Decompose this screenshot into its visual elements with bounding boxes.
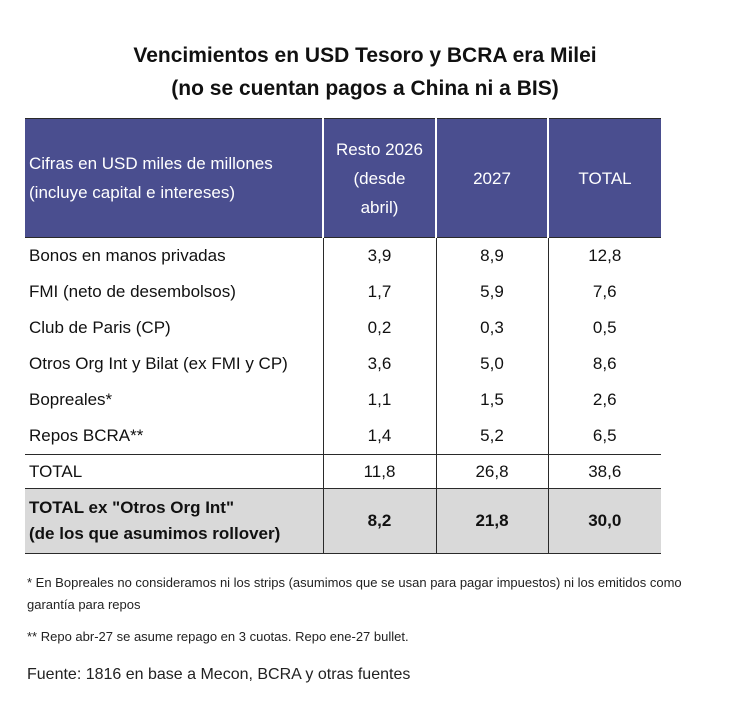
maturities-table: Cifras en USD miles de millones (incluye…: [25, 118, 661, 554]
cell-2026: 1,1: [322, 382, 437, 418]
cell-total: 0,5: [547, 310, 661, 346]
table-row: Otros Org Int y Bilat (ex FMI y CP) 3,6 …: [25, 346, 661, 382]
table-header-row: Cifras en USD miles de millones (incluye…: [25, 118, 661, 238]
table-row: FMI (neto de desembolsos) 1,7 5,9 7,6: [25, 274, 661, 310]
cell-2027: 8,9: [480, 246, 504, 265]
header-col-2026-line3: abril): [360, 197, 399, 217]
row-label: Bopreales*: [29, 390, 113, 409]
header-label-line1: Cifras en USD miles de millones: [29, 154, 273, 173]
cell-2026: 0,2: [322, 310, 437, 346]
total-2027: 26,8: [436, 454, 548, 489]
page-subtitle: (no se cuentan pagos a China ni a BIS): [171, 77, 559, 100]
header-col-2026-line1: Resto 2026: [336, 139, 423, 159]
header-label-cell: Cifras en USD miles de millones (incluye…: [25, 118, 323, 238]
row-label: Otros Org Int y Bilat (ex FMI y CP): [29, 354, 288, 373]
table-row: Bopreales* 1,1 1,5 2,6: [25, 382, 661, 418]
row-label: FMI (neto de desembolsos): [29, 282, 236, 301]
cell-total: 7,6: [547, 274, 661, 310]
cell-2027: 5,2: [480, 426, 504, 445]
cell-total: 6,5: [547, 418, 661, 455]
header-col-2027: 2027: [436, 118, 548, 238]
total-ex-total: 30,0: [547, 488, 661, 554]
total-ex-label-line1: TOTAL ex "Otros Org Int": [29, 498, 235, 517]
cell-2026: 3,9: [322, 237, 437, 274]
total-label: TOTAL: [25, 454, 323, 489]
total-total: 38,6: [547, 454, 661, 489]
page-title: Vencimientos en USD Tesoro y BCRA era Mi…: [133, 44, 597, 67]
source-note: Fuente: 1816 en base a Mecon, BCRA y otr…: [27, 666, 411, 683]
total-ex-2026: 8,2: [322, 488, 437, 554]
total-row: TOTAL 11,8 26,8 38,6: [25, 454, 661, 489]
cell-total: 12,8: [547, 237, 661, 274]
cell-2026: 3,6: [322, 346, 437, 382]
total-2026: 11,8: [322, 454, 437, 489]
cell-2026: 1,7: [322, 274, 437, 310]
header-label-line2: (incluye capital e intereses): [29, 183, 235, 202]
footnote-repos: ** Repo abr-27 se asume repago en 3 cuot…: [27, 629, 409, 644]
cell-2027: 1,5: [480, 390, 504, 409]
cell-total: 2,6: [547, 382, 661, 418]
total-ex-2027: 21,8: [436, 488, 548, 554]
row-label: Repos BCRA**: [29, 426, 144, 445]
header-col-total: TOTAL: [547, 118, 661, 238]
header-col-2026: Resto 2026 (desde abril): [322, 118, 437, 238]
header-col-2026-line2: (desde: [353, 168, 406, 188]
cell-2027: 5,9: [480, 282, 504, 301]
table-row: Club de Paris (CP) 0,2 0,3 0,5: [25, 310, 661, 346]
cell-total: 8,6: [547, 346, 661, 382]
row-label: Club de Paris (CP): [29, 318, 171, 337]
table-row: Bonos en manos privadas 3,9 8,9 12,8: [25, 237, 661, 274]
total-ex-label-line2: (de los que asumimos rollover): [29, 524, 281, 543]
row-label: Bonos en manos privadas: [29, 246, 226, 265]
cell-2027: 0,3: [480, 318, 504, 337]
total-ex-row: TOTAL ex "Otros Org Int" (de los que asu…: [25, 488, 661, 554]
total-ex-label: TOTAL ex "Otros Org Int" (de los que asu…: [25, 488, 323, 554]
cell-2026: 1,4: [322, 418, 437, 455]
footnote-bopreales: * En Bopreales no consideramos ni los st…: [27, 575, 682, 612]
table-row: Repos BCRA** 1,4 5,2 6,5: [25, 418, 661, 455]
cell-2027: 5,0: [480, 354, 504, 373]
